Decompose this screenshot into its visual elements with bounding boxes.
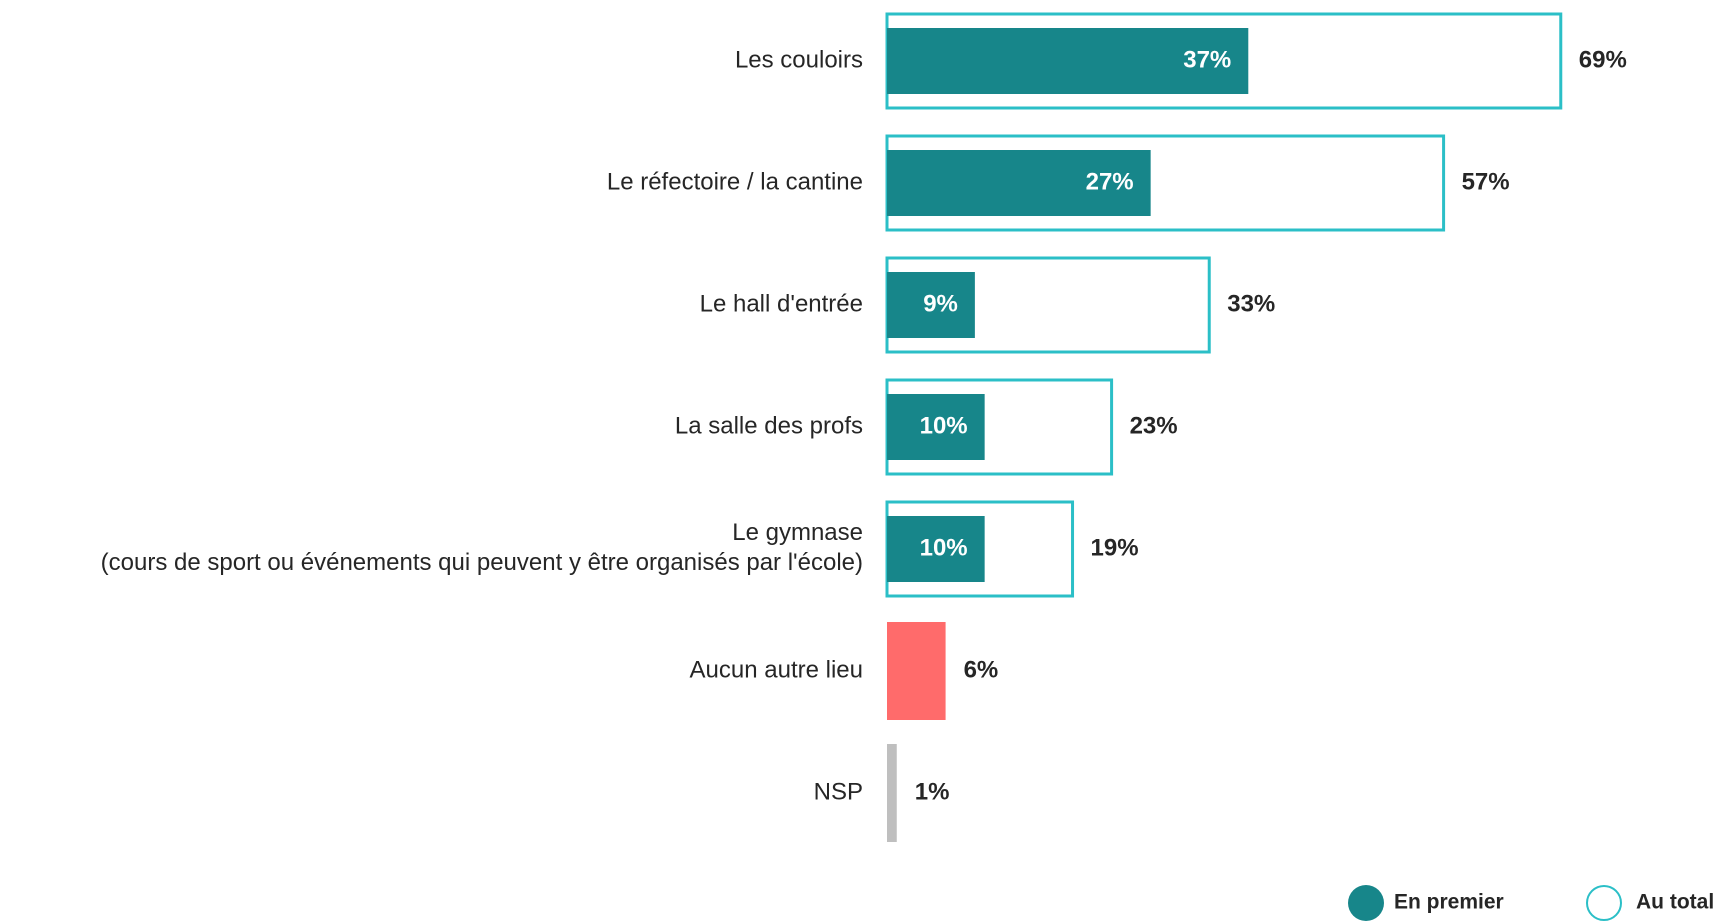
total-bar (887, 744, 897, 842)
legend-label: En premier (1394, 891, 1504, 914)
legend-label: Au total (1636, 891, 1714, 914)
category-label: Le gymnase (cours de sport ou événements … (101, 519, 863, 576)
total-bar (887, 622, 946, 720)
first-label: 10% (920, 412, 968, 439)
first-bar (887, 516, 985, 582)
first-bar (887, 394, 985, 460)
first-bar (887, 28, 1249, 94)
first-label: 10% (920, 534, 968, 561)
category-label: NSP (814, 778, 863, 805)
first-label: 9% (923, 290, 958, 317)
legend-swatch (1586, 885, 1622, 921)
first-label: 27% (1086, 168, 1134, 195)
category-label: La salle des profs (675, 412, 863, 439)
total-label: 1% (915, 778, 950, 805)
first-bar (887, 150, 1151, 216)
total-label: 57% (1462, 168, 1510, 195)
legend-swatch (1348, 885, 1384, 921)
category-label: Les couloirs (735, 46, 863, 73)
category-label: Aucun autre lieu (690, 656, 863, 683)
total-label: 23% (1130, 412, 1178, 439)
total-label: 69% (1579, 46, 1627, 73)
category-label: Le réfectoire / la cantine (607, 168, 863, 195)
total-label: 19% (1091, 534, 1139, 561)
category-label: Le hall d'entrée (700, 290, 863, 317)
first-bar (887, 272, 975, 338)
total-label: 6% (964, 656, 999, 683)
total-label: 33% (1227, 290, 1275, 317)
first-label: 37% (1183, 46, 1231, 73)
